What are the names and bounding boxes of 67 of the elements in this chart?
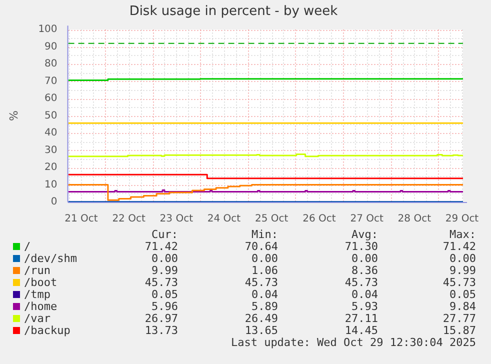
text: 0.05 [450,288,476,301]
x-tick-label: 24 Oct [207,214,241,225]
text: 13.65 [244,324,278,337]
y-tick-label: 30 [44,144,58,156]
y-tick-label: 50 [44,110,58,122]
x-tick-label: 22 Oct [112,214,146,225]
y-tick-label: 90 [44,41,58,52]
text: Avg: [352,228,378,241]
text: 71.30 [344,240,378,253]
text: 0.04 [352,288,378,301]
text: 8.36 [352,264,378,277]
text: 0.04 [252,288,278,301]
text: 71.42 [144,240,178,253]
text: 71.42 [442,240,476,253]
text: 0.00 [152,252,178,265]
y-tick-label: 0 [50,196,58,208]
text: 1.06 [252,264,278,277]
text: 27.11 [344,312,378,325]
text: 5.93 [352,300,378,313]
text: 45.73 [244,276,278,289]
y-tick-label: 60 [44,93,58,104]
text: 5.89 [252,300,278,313]
y-axis-title: % [7,110,20,122]
y-tick-label: 100 [38,24,58,36]
text: 9.99 [152,264,178,277]
chart-title: Disk usage in percent - by week [129,4,338,20]
legend-label: /run [24,264,50,277]
text: 13.73 [144,324,178,337]
text: 0.00 [352,252,378,265]
legend-label: /backup [24,324,70,337]
y-tick-label: 10 [44,179,58,190]
legend-label: /boot [24,276,58,289]
text: 9.99 [450,264,476,277]
text: Min: [252,228,278,241]
legend-label: / [24,240,31,253]
text: 0.00 [450,252,476,265]
text: 70.64 [244,240,278,253]
y-tick-label: 70 [44,76,58,87]
text: 45.73 [442,276,476,289]
x-tick-label: 28 Oct [398,214,432,225]
text: 0.00 [252,252,278,265]
text: Last update: Wed Oct 29 12:30:04 2025 [230,336,476,349]
legend-label: /var [24,312,50,325]
text: 9.84 [450,300,476,313]
y-tick-label: 40 [44,128,58,139]
text: 45.73 [144,276,178,289]
x-tick-label: 27 Oct [350,214,384,225]
text: Cur: [152,228,178,241]
x-tick-label: 21 Oct [64,214,98,225]
text: 5.96 [152,300,178,313]
x-tick-label: 25 Oct [254,214,288,225]
x-tick-label: 29 Oct [445,214,479,225]
y-tick-label: 20 [44,162,58,174]
text: 45.73 [344,276,378,289]
text: 27.77 [442,312,476,325]
text: 26.97 [144,312,178,325]
y-tick-label: 80 [44,58,58,70]
text: 26.49 [244,312,278,325]
text: 0.05 [152,288,178,301]
text: 14.45 [344,324,378,337]
legend-label: /dev/shm [24,252,77,265]
x-tick-label: 23 Oct [160,214,194,225]
legend-label: /tmp [24,288,50,301]
legend-label: /home [24,300,58,313]
text: Max: [450,228,476,241]
x-tick-label: 26 Oct [302,214,336,225]
text: 15.87 [442,324,476,337]
